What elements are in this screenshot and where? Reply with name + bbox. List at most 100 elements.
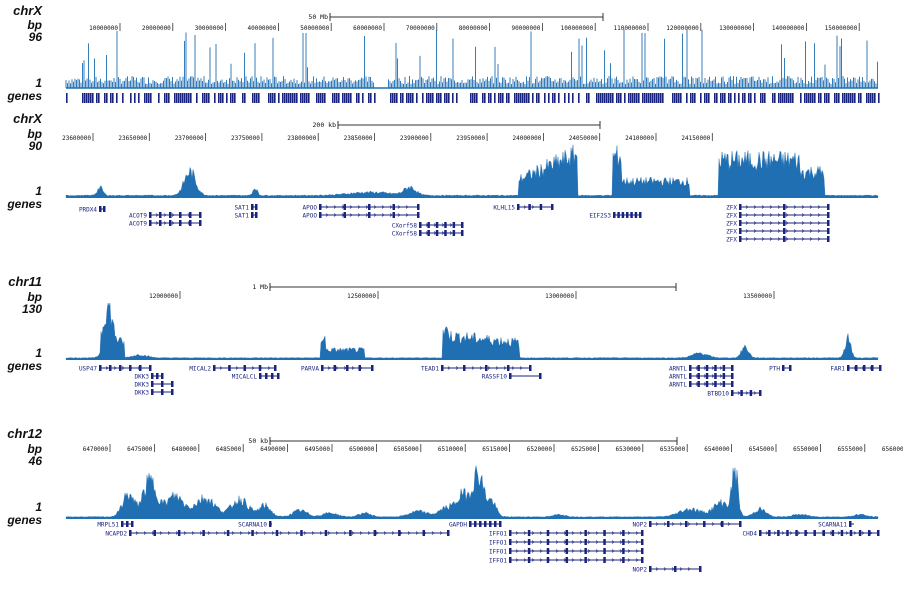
panel4-gene-gapdh-exon xyxy=(474,521,477,527)
panel4-gene-iffo1-2-strand-arrow xyxy=(563,540,567,544)
panel4-gene-gapdh-exon xyxy=(484,521,487,527)
panel2-gene-prdx4-exon xyxy=(99,206,102,212)
panel2-gene-acot9-1-exon xyxy=(169,212,172,218)
panel1-gene-block xyxy=(300,93,302,103)
panel2-gene-acot9-2-strand-arrow xyxy=(171,221,175,225)
panel1-tick-label: 90000000 xyxy=(511,25,540,32)
panel1-tick-label: 100000000 xyxy=(561,25,594,32)
panel4-gene-iffo1-3-strand-arrow xyxy=(595,549,599,553)
panel2-gene-apoo-1-strand-arrow xyxy=(397,205,401,209)
panel1-gene-block xyxy=(720,93,722,103)
panel2-gene-acot9-1-strand-arrow xyxy=(179,213,183,217)
panel4-gene-ncapd2-strand-arrow xyxy=(207,531,211,535)
panel4-gene-ncapd2-strand-arrow xyxy=(335,531,339,535)
panel1-gene-block xyxy=(346,93,348,103)
panel2-gene-cxorf58-2-exon xyxy=(435,230,439,236)
panel3-gene-usp47-strand-arrow xyxy=(113,366,117,370)
panel3-gene-micalcl-exon xyxy=(259,373,262,379)
panel3-gene-dkk3-2-exon xyxy=(171,381,174,387)
panel4-gene-mrpl51-exon xyxy=(131,521,134,527)
panel1-gene-block xyxy=(538,93,540,103)
panel3-gene-tead1-strand-arrow xyxy=(511,366,515,370)
panel4-gene-nop2-1-strand-arrow xyxy=(727,522,731,526)
panel1-gene-block xyxy=(612,93,614,103)
panel4-gene-nop2-1-exon xyxy=(739,521,742,527)
panel4-gene-iffo1-4-exon xyxy=(565,557,569,563)
panel1-gene-block xyxy=(624,93,626,103)
panel1-gene-block xyxy=(658,93,660,103)
panel4-gene-iffo1-1-strand-arrow xyxy=(515,531,519,535)
panel1-gene-block xyxy=(368,93,370,103)
panel4-gene-chd4-exon xyxy=(777,530,780,536)
panel2-gene-zfx-5-strand-arrow xyxy=(793,237,797,241)
panel3-gene-dkk3-3-label: DKK3 xyxy=(135,390,150,397)
panel3-gene-dkk3-2-exon xyxy=(161,381,164,387)
panel4-gene-iffo1-4-strand-arrow xyxy=(603,558,607,562)
panel4-gene-iffo1-4-exon xyxy=(584,557,587,563)
panel4-gene-chd4-exon xyxy=(768,530,771,536)
panel4-tick-label: 6510000 xyxy=(438,446,464,453)
panel4-gene-iffo1-4-strand-arrow xyxy=(563,558,567,562)
panel4-gene-ncapd2-exon xyxy=(129,530,132,536)
panel2-gene-zfx-2-strand-arrow xyxy=(817,213,821,217)
panel4-gene-ncapd2-exon xyxy=(447,530,450,536)
panel1-gene-block xyxy=(178,93,180,103)
panel1-gene-block xyxy=(516,93,518,103)
panel3-chrom-label: chr11 xyxy=(8,274,42,289)
panel1-tick-label: 150000000 xyxy=(825,25,858,32)
panel3-gene-tead1-strand-arrow xyxy=(519,366,523,370)
panel4-gene-chd4-strand-arrow xyxy=(797,531,801,535)
panel3-gene-usp47-exon xyxy=(129,365,132,371)
panel3-gene-arntl-1-exon xyxy=(697,365,700,371)
panel4-gene-iffo1-2-strand-arrow xyxy=(579,540,583,544)
panel4-gene-chd4-strand-arrow xyxy=(789,531,793,535)
panel1-gene-block xyxy=(348,93,350,103)
panel4-gene-iffo1-2-strand-arrow xyxy=(523,540,527,544)
panel2-signal xyxy=(65,144,879,198)
panel4-gene-ncapd2-exon xyxy=(251,530,254,536)
panel1-gene-block xyxy=(526,93,528,103)
panel4-tick-label: 6540000 xyxy=(704,446,730,453)
panel1-gene-block xyxy=(284,93,286,103)
panel1-genes-label: genes xyxy=(7,89,42,103)
panel3-gene-arntl-3-strand-arrow xyxy=(695,382,699,386)
panel2-gene-cxorf58-2-exon xyxy=(419,230,422,236)
panel4-gene-iffo1-4-exon xyxy=(622,557,625,563)
panel3-gene-dkk3-3-exon xyxy=(161,389,164,395)
panel4-gene-iffo1-2-exon xyxy=(546,539,550,545)
panel3-gene-mical2-exon xyxy=(213,365,216,371)
panel4-gene-iffo1-3-exon xyxy=(509,548,512,554)
panel2-gene-apoo-2-strand-arrow xyxy=(333,213,337,217)
panel4-gene-iffo1-4-strand-arrow xyxy=(523,558,527,562)
panel2-gene-zfx-3-strand-arrow xyxy=(793,221,797,225)
panel1-gene-block xyxy=(96,93,98,103)
panel1-gene-block xyxy=(606,93,608,103)
panel1-gene-block xyxy=(786,93,788,103)
panel2-genes-label: genes xyxy=(7,197,42,211)
panel2-gene-zfx-3-exon xyxy=(739,220,742,226)
panel3-gene-pth-exon xyxy=(782,365,785,371)
panel4-gene-iffo1-3-strand-arrow xyxy=(635,549,639,553)
panel1-gene-block xyxy=(416,93,418,103)
panel1-gene-block xyxy=(780,93,782,103)
panel3-gene-parva-exon xyxy=(321,365,324,371)
panel2-gene-klhl15-label: KLHL15 xyxy=(493,205,515,212)
panel2-gene-zfx-5-strand-arrow xyxy=(745,237,749,241)
panel4-bp-label: bp xyxy=(27,442,42,456)
panel2-gene-apoo-1-strand-arrow xyxy=(357,205,361,209)
panel3-gene-arntl-2-strand-arrow xyxy=(703,374,707,378)
panel2-gene-cxorf58-1-exon xyxy=(427,222,430,228)
panel2-tick-label: 24150000 xyxy=(681,135,710,142)
panel4-gene-gapdh-exon xyxy=(479,521,482,527)
panel4-gene-ncapd2-strand-arrow xyxy=(247,531,251,535)
panel3-gene-tead1-strand-arrow xyxy=(487,366,491,370)
panel4-gene-iffo1-4-strand-arrow xyxy=(611,558,615,562)
panel1-tick-label: 70000000 xyxy=(406,25,435,32)
panel2-gene-zfx-2-strand-arrow xyxy=(785,213,789,217)
panel4-gene-chd4-exon xyxy=(786,530,789,536)
panel3-gene-arntl-3-strand-arrow xyxy=(711,382,715,386)
panel1-gene-block xyxy=(180,93,182,103)
panel3-gene-tead1-strand-arrow xyxy=(479,366,483,370)
panel3-gene-dkk3-3-exon xyxy=(151,389,154,395)
panel4-gene-iffo1-2-exon xyxy=(622,539,625,545)
